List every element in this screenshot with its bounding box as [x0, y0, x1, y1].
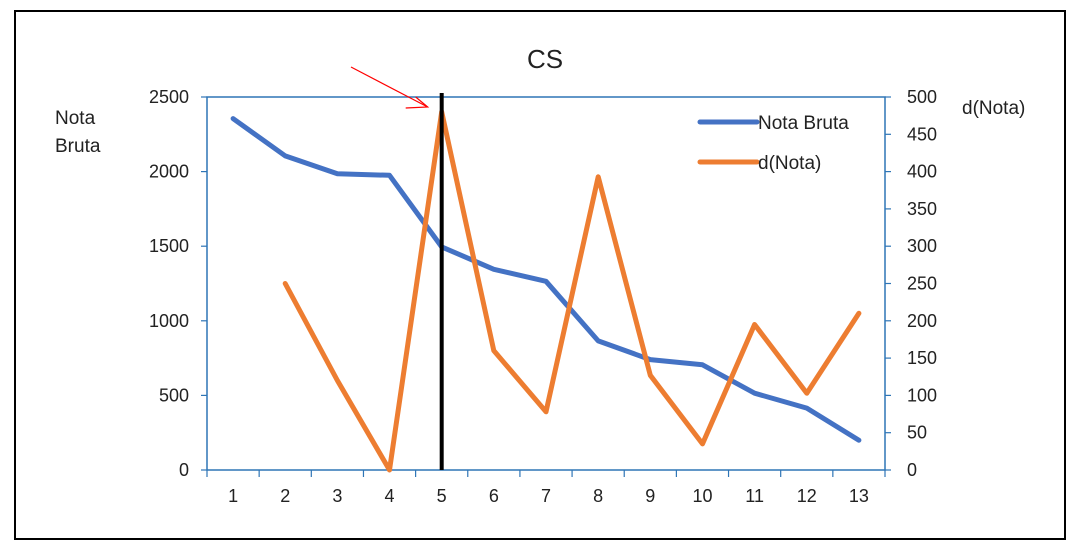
data-point-series-0 — [387, 173, 392, 178]
right-tick-label: 0 — [907, 460, 917, 480]
legend-label-nota-bruta: Nota Bruta — [758, 113, 849, 134]
data-point-series-0 — [856, 438, 861, 443]
x-tick-label: 4 — [385, 486, 395, 506]
data-point-series-0 — [335, 171, 340, 176]
right-tick-label: 200 — [907, 311, 937, 331]
data-point-series-1 — [544, 409, 549, 414]
left-tick-label: 2500 — [149, 87, 189, 107]
data-point-series-0 — [596, 338, 601, 343]
data-point-series-1 — [387, 468, 392, 473]
right-tick-label: 350 — [907, 199, 937, 219]
legend: Nota Bruta d(Nota) — [697, 113, 849, 174]
right-tick-label: 300 — [907, 236, 937, 256]
right-tick-label: 250 — [907, 274, 937, 294]
left-tick-label: 2000 — [149, 162, 189, 182]
data-point-series-1 — [283, 281, 288, 286]
x-tick-label: 2 — [280, 486, 290, 506]
x-tick-label: 3 — [332, 486, 342, 506]
data-point-series-0 — [231, 116, 236, 121]
data-point-series-1 — [804, 391, 809, 396]
data-point-series-1 — [856, 311, 861, 316]
series-line-0 — [230, 116, 862, 443]
x-tick-label: 5 — [437, 486, 447, 506]
x-tick-label: 13 — [849, 486, 869, 506]
left-tick-label: 500 — [159, 385, 189, 405]
x-tick-label: 9 — [645, 486, 655, 506]
data-point-series-0 — [491, 267, 496, 272]
x-tick-label: 11 — [745, 486, 764, 506]
data-point-series-0 — [752, 391, 757, 396]
data-point-series-0 — [283, 153, 288, 158]
data-point-series-1 — [752, 322, 757, 327]
chart-svg: CS Nota Bruta d(Nota) 050010001500200025… — [55, 44, 1025, 506]
data-point-series-0 — [700, 362, 705, 367]
right-axis-label: d(Nota) — [962, 98, 1025, 119]
x-tick-label: 8 — [593, 486, 603, 506]
data-point-series-1 — [596, 174, 601, 179]
annotation-arrow — [350, 66, 430, 109]
right-tick-label: 50 — [907, 423, 927, 443]
annotation-arrow-head — [405, 96, 430, 109]
annotation-arrow-shaft — [350, 66, 428, 108]
x-tick-label: 1 — [228, 486, 238, 506]
right-tick-label: 150 — [907, 348, 937, 368]
data-point-series-1 — [335, 378, 340, 383]
x-tick-label: 6 — [489, 486, 499, 506]
data-point-series-1 — [700, 441, 705, 446]
data-point-series-0 — [544, 279, 549, 284]
right-tick-label: 500 — [907, 87, 937, 107]
left-tick-label: 1500 — [149, 236, 189, 256]
left-axis-label-line2: Bruta — [55, 136, 101, 157]
axes: 0500100015002000250005010015020025030035… — [149, 87, 937, 506]
chart-title: CS — [527, 44, 563, 74]
x-tick-label: 7 — [541, 486, 551, 506]
chart-frame — [14, 10, 1066, 540]
right-tick-label: 100 — [907, 385, 937, 405]
x-tick-label: 12 — [797, 486, 817, 506]
left-axis-label-line1: Nota — [55, 108, 96, 129]
left-tick-label: 0 — [179, 460, 189, 480]
series-line-1 — [282, 109, 862, 473]
right-tick-label: 400 — [907, 162, 937, 182]
right-tick-label: 450 — [907, 124, 937, 144]
data-point-series-1 — [648, 373, 653, 378]
x-tick-label: 10 — [692, 486, 712, 506]
series-lines — [230, 109, 862, 473]
left-tick-label: 1000 — [149, 311, 189, 331]
data-point-series-0 — [804, 406, 809, 411]
data-point-series-1 — [491, 348, 496, 353]
legend-label-d-nota: d(Nota) — [758, 153, 821, 174]
